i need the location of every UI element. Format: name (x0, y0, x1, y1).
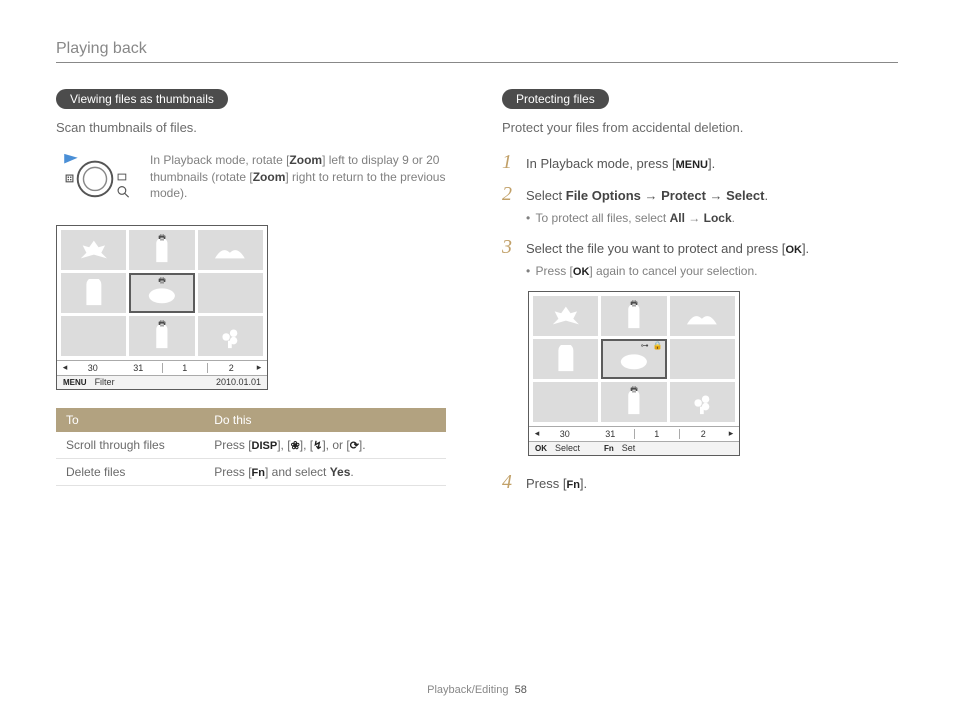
footer: Playback/Editing 58 (0, 684, 954, 696)
thumb (670, 339, 735, 379)
badge-protecting-files: Protecting files (502, 89, 609, 109)
ok-label: OK (535, 444, 547, 453)
step-body: Select File Options → Protect → Select. … (526, 187, 768, 227)
voice-icon: 🖶 (630, 384, 638, 398)
step-number: 2 (502, 184, 516, 204)
lock-icon: 🔒 (653, 341, 663, 350)
thumb (61, 230, 126, 270)
table-row: Delete files Press [Fn] and select Yes. (56, 458, 446, 485)
thumb (61, 316, 126, 356)
left-column: Viewing files as thumbnails Scan thumbna… (56, 89, 446, 504)
strip-num: 2 (682, 429, 726, 439)
zoom-instruction-row: In Playback mode, rotate [Zoom] left to … (56, 152, 446, 207)
step-sub: To protect all files, select All → Lock. (526, 210, 768, 227)
strip-num: 30 (71, 363, 115, 373)
instruction-table: To Do this Scroll through files Press [D… (56, 408, 446, 486)
filter-label: Filter (95, 377, 115, 387)
thumb (533, 382, 598, 422)
next-arrow-icon: ▸ (255, 362, 263, 373)
strip-num: 2 (210, 363, 254, 373)
th-to: To (56, 408, 204, 432)
thumb (670, 382, 735, 422)
step-4: 4 Press [Fn]. (502, 472, 898, 494)
table-row: Scroll through files Press [DISP], [❀], … (56, 432, 446, 459)
voice-icon: 🖶 (158, 318, 166, 332)
step-body: Press [Fn]. (526, 475, 587, 494)
fn-label: Fn (604, 444, 614, 453)
thumb (198, 230, 263, 270)
voice-icon: 🖶 (158, 275, 166, 289)
right-intro: Protect your files from accidental delet… (502, 119, 898, 138)
bottom-strip: MENU Filter 2010.01.01 (57, 375, 267, 389)
thumb-selected: 🔒⊶ (601, 339, 666, 379)
thumb: 🖶 (129, 316, 194, 356)
zoom-instruction-text: In Playback mode, rotate [Zoom] left to … (150, 152, 446, 202)
thumb (533, 296, 598, 336)
step-sub: Press [OK] again to cancel your selectio… (526, 263, 809, 281)
thumb (533, 339, 598, 379)
step-number: 4 (502, 472, 516, 492)
thumb: 🖶 (129, 230, 194, 270)
cell-to: Scroll through files (56, 432, 204, 459)
strip-num: 30 (543, 429, 587, 439)
set-label: Set (622, 443, 636, 453)
cell-to: Delete files (56, 458, 204, 485)
next-arrow-icon: ▸ (727, 428, 735, 439)
prev-arrow-icon: ◂ (61, 362, 69, 373)
thumb-grid-left: 🖶 🖶 🖶 (57, 226, 267, 360)
select-label: Select (555, 443, 580, 453)
cell-do: Press [DISP], [❀], [↯], or [⟳]. (204, 432, 446, 459)
key-icon: ⊶ (641, 341, 649, 350)
thumb: 🖶 (601, 382, 666, 422)
footer-section: Playback/Editing (427, 684, 508, 696)
strip-num: 1 (162, 363, 208, 373)
section-header: Playing back (56, 40, 898, 63)
step-number: 3 (502, 237, 516, 257)
thumb (61, 273, 126, 313)
thumb: 🖶 (601, 296, 666, 336)
date-label: 2010.01.01 (216, 377, 261, 387)
date-strip: ◂ 30 31 1 2 ▸ (529, 426, 739, 441)
strip-num: 31 (117, 363, 161, 373)
date-strip: ◂ 30 31 1 2 ▸ (57, 360, 267, 375)
menu-label: MENU (63, 378, 87, 387)
step-body: In Playback mode, press [MENU]. (526, 155, 715, 174)
footer-page: 58 (515, 684, 527, 696)
voice-icon: 🖶 (630, 298, 638, 312)
step-number: 1 (502, 152, 516, 172)
strip-num: 1 (634, 429, 680, 439)
strip-num: 31 (589, 429, 633, 439)
right-column: Protecting files Protect your files from… (502, 89, 898, 504)
thumb-grid-right: 🖶 🔒⊶ 🖶 (529, 292, 739, 426)
th-do: Do this (204, 408, 446, 432)
step-2: 2 Select File Options → Protect → Select… (502, 184, 898, 227)
thumb (670, 296, 735, 336)
step-3: 3 Select the file you want to protect an… (502, 237, 898, 281)
voice-icon: 🖶 (158, 232, 166, 246)
left-intro: Scan thumbnails of files. (56, 119, 446, 138)
step-1: 1 In Playback mode, press [MENU]. (502, 152, 898, 174)
thumb-selected: 🖶 (129, 273, 194, 313)
bottom-strip: OK Select Fn Set (529, 441, 739, 455)
cell-do: Press [Fn] and select Yes. (204, 458, 446, 485)
prev-arrow-icon: ◂ (533, 428, 541, 439)
thumb (198, 316, 263, 356)
badge-viewing-thumbnails: Viewing files as thumbnails (56, 89, 228, 109)
thumbnail-screen-left: 🖶 🖶 🖶 ◂ 30 31 1 2 ▸ MENU Filter 2010 (56, 225, 268, 390)
content-columns: Viewing files as thumbnails Scan thumbna… (56, 89, 898, 504)
step-body: Select the file you want to protect and … (526, 240, 809, 281)
thumbnail-screen-right: 🖶 🔒⊶ 🖶 ◂ 30 31 1 2 ▸ OK Select Fn (528, 291, 740, 456)
zoom-dial-icon (56, 152, 134, 207)
thumb (198, 273, 263, 313)
